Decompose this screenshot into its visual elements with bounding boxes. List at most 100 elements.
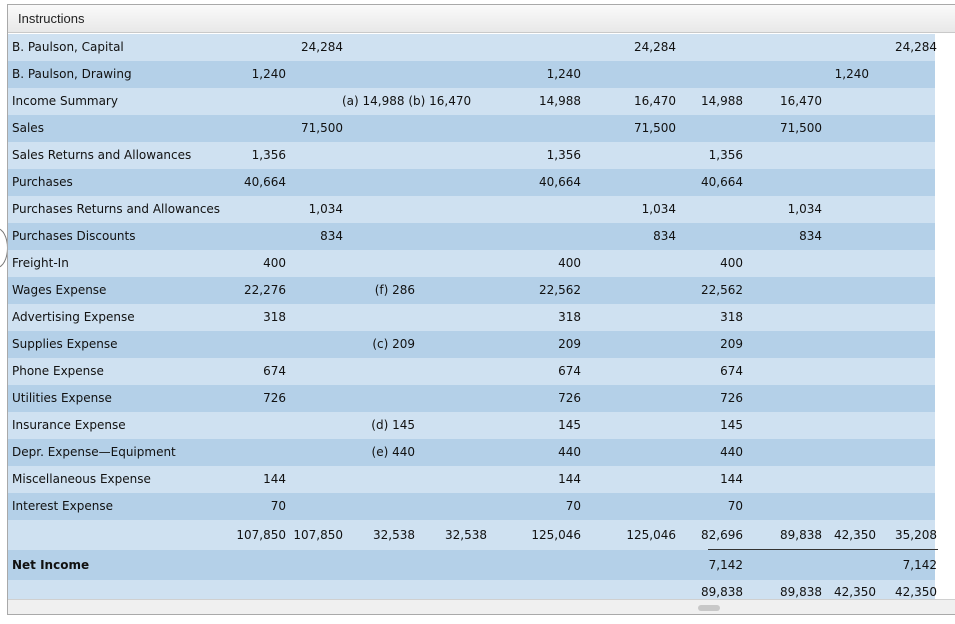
table-row: Interest Expense 70 70 70 [8,493,935,520]
account-label: Miscellaneous Expense [12,472,151,486]
atb-debit: 14,988 [539,94,581,108]
bs-credit: 24,284 [895,40,937,54]
atb-debit: 726 [558,391,581,405]
final-bs-debit: 42,350 [834,585,876,599]
atb-debit: 22,562 [539,283,581,297]
table-row: Sales Returns and Allowances 1,356 1,356… [8,142,935,169]
is-credit: 71,500 [780,121,822,135]
atb-credit: 71,500 [634,121,676,135]
adj-debit: (f) 286 [374,283,415,297]
scrollbar-thumb[interactable] [698,605,720,611]
final-bs-credit: 42,350 [895,585,937,599]
atb-credit: 16,470 [634,94,676,108]
horizontal-scrollbar[interactable] [8,599,955,614]
tb-credit: 834 [320,229,343,243]
atb-debit: 70 [565,499,581,513]
is-debit: 674 [720,364,743,378]
tb-debit: 318 [263,310,286,324]
account-label: Utilities Expense [12,391,112,405]
total-atb-debit: 125,046 [531,528,581,542]
tb-debit: 144 [263,472,286,486]
atb-debit: 145 [558,418,581,432]
final-is-debit: 89,838 [701,585,743,599]
net-income-label: Net Income [12,558,90,572]
final-is-credit: 89,838 [780,585,822,599]
adjustment-entries: (a) 14,988 (b) 16,470 [342,94,472,108]
table-row: Supplies Expense (c) 209 209 209 [8,331,935,358]
account-label: Insurance Expense [12,418,126,432]
total-adj-credit: 32,538 [445,528,487,542]
tb-debit: 1,240 [251,67,286,81]
is-debit: 209 [720,337,743,351]
is-debit: 726 [720,391,743,405]
table-row: B. Paulson, Drawing 1,240 1,240 1,240 [8,61,935,88]
tb-debit: 674 [263,364,286,378]
table-row: Advertising Expense 318 318 318 [8,304,935,331]
account-label: Income Summary [12,94,118,108]
account-label: Freight-In [12,256,69,270]
atb-debit: 440 [558,445,581,459]
account-label: Sales Returns and Allowances [12,148,192,162]
is-debit: 145 [720,418,743,432]
tb-debit: 400 [263,256,286,270]
account-label: B. Paulson, Drawing [12,67,132,81]
table-row: Sales 71,500 71,500 71,500 [8,115,935,142]
table-row: Utilities Expense 726 726 726 [8,385,935,412]
is-debit: 22,562 [701,283,743,297]
table-row: Purchases Returns and Allowances 1,034 1… [8,196,935,223]
account-label: Supplies Expense [12,337,118,351]
is-debit: 144 [720,472,743,486]
tb-debit: 22,276 [244,283,286,297]
totals-row: 107,850 107,850 32,538 32,538 125,046 12… [8,520,937,550]
is-debit: 40,664 [701,175,743,189]
account-label: Interest Expense [12,499,113,513]
tb-debit: 726 [263,391,286,405]
account-label: Depr. Expense—Equipment [12,445,176,459]
net-income-bs-credit: 7,142 [902,558,937,572]
account-label: Sales [12,121,44,135]
total-is-debit: 82,696 [701,528,743,542]
window-title: Instructions [18,11,85,26]
net-income-row: Net Income 7,142 7,142 [8,550,937,580]
total-adj-debit: 32,538 [373,528,415,542]
table-row: Income Summary (a) 14,988 (b) 16,470 14,… [8,88,935,115]
adj-debit: (e) 440 [371,445,415,459]
is-credit: 1,034 [787,202,822,216]
is-debit: 1,356 [708,148,743,162]
tb-credit: 71,500 [301,121,343,135]
adj-debit: (c) 209 [372,337,415,351]
account-label: B. Paulson, Capital [12,40,124,54]
tb-debit: 70 [270,499,286,513]
account-label: Purchases [12,175,73,189]
table-row: Miscellaneous Expense 144 144 144 [8,466,935,493]
is-credit: 834 [799,229,822,243]
is-debit: 440 [720,445,743,459]
total-atb-credit: 125,046 [626,528,676,542]
total-tb-credit: 107,850 [293,528,343,542]
atb-debit: 1,356 [546,148,581,162]
account-label: Purchases Returns and Allowances [12,202,221,216]
is-debit: 318 [720,310,743,324]
is-debit: 14,988 [701,94,743,108]
adj-debit: (d) 145 [371,418,415,432]
total-bs-credit: 35,208 [895,528,937,542]
atb-credit: 1,034 [641,202,676,216]
table-row: Insurance Expense (d) 145 145 145 [8,412,935,439]
account-label: Advertising Expense [12,310,135,324]
account-label: Wages Expense [12,283,107,297]
atb-debit: 209 [558,337,581,351]
tb-debit: 40,664 [244,175,286,189]
atb-debit: 674 [558,364,581,378]
account-label: Phone Expense [12,364,104,378]
table-row: Wages Expense 22,276 (f) 286 22,562 22,5… [8,277,935,304]
is-credit: 16,470 [780,94,822,108]
table-row: Purchases 40,664 40,664 40,664 [8,169,935,196]
account-label: Purchases Discounts [12,229,136,243]
tb-credit: 24,284 [301,40,343,54]
net-income-is-debit: 7,142 [708,558,743,572]
atb-debit: 400 [558,256,581,270]
atb-credit: 834 [653,229,676,243]
total-bs-debit: 42,350 [834,528,876,542]
atb-debit: 1,240 [546,67,581,81]
table-row: Depr. Expense—Equipment (e) 440 440 440 [8,439,935,466]
